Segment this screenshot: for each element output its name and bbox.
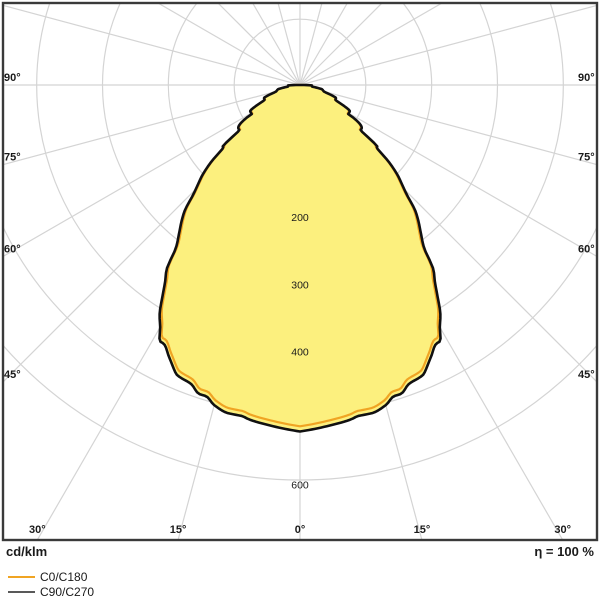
svg-text:η = 100 %: η = 100 %	[534, 544, 594, 559]
svg-text:15°: 15°	[414, 524, 431, 536]
svg-text:600: 600	[291, 480, 309, 492]
svg-text:200: 200	[291, 212, 309, 224]
svg-text:75°: 75°	[578, 152, 595, 164]
svg-text:C90/C270: C90/C270	[40, 585, 94, 599]
svg-text:75°: 75°	[4, 152, 21, 164]
svg-text:cd/klm: cd/klm	[6, 544, 47, 559]
svg-text:60°: 60°	[4, 244, 21, 256]
svg-text:90°: 90°	[578, 72, 595, 84]
svg-text:30°: 30°	[554, 524, 571, 536]
svg-text:90°: 90°	[4, 72, 21, 84]
svg-text:30°: 30°	[29, 524, 46, 536]
svg-text:45°: 45°	[4, 369, 21, 381]
svg-text:300: 300	[291, 280, 309, 292]
svg-text:45°: 45°	[578, 369, 595, 381]
svg-text:400: 400	[291, 347, 309, 359]
svg-text:C0/C180: C0/C180	[40, 570, 88, 584]
svg-text:0°: 0°	[295, 524, 306, 536]
svg-text:15°: 15°	[170, 524, 187, 536]
svg-text:60°: 60°	[578, 244, 595, 256]
